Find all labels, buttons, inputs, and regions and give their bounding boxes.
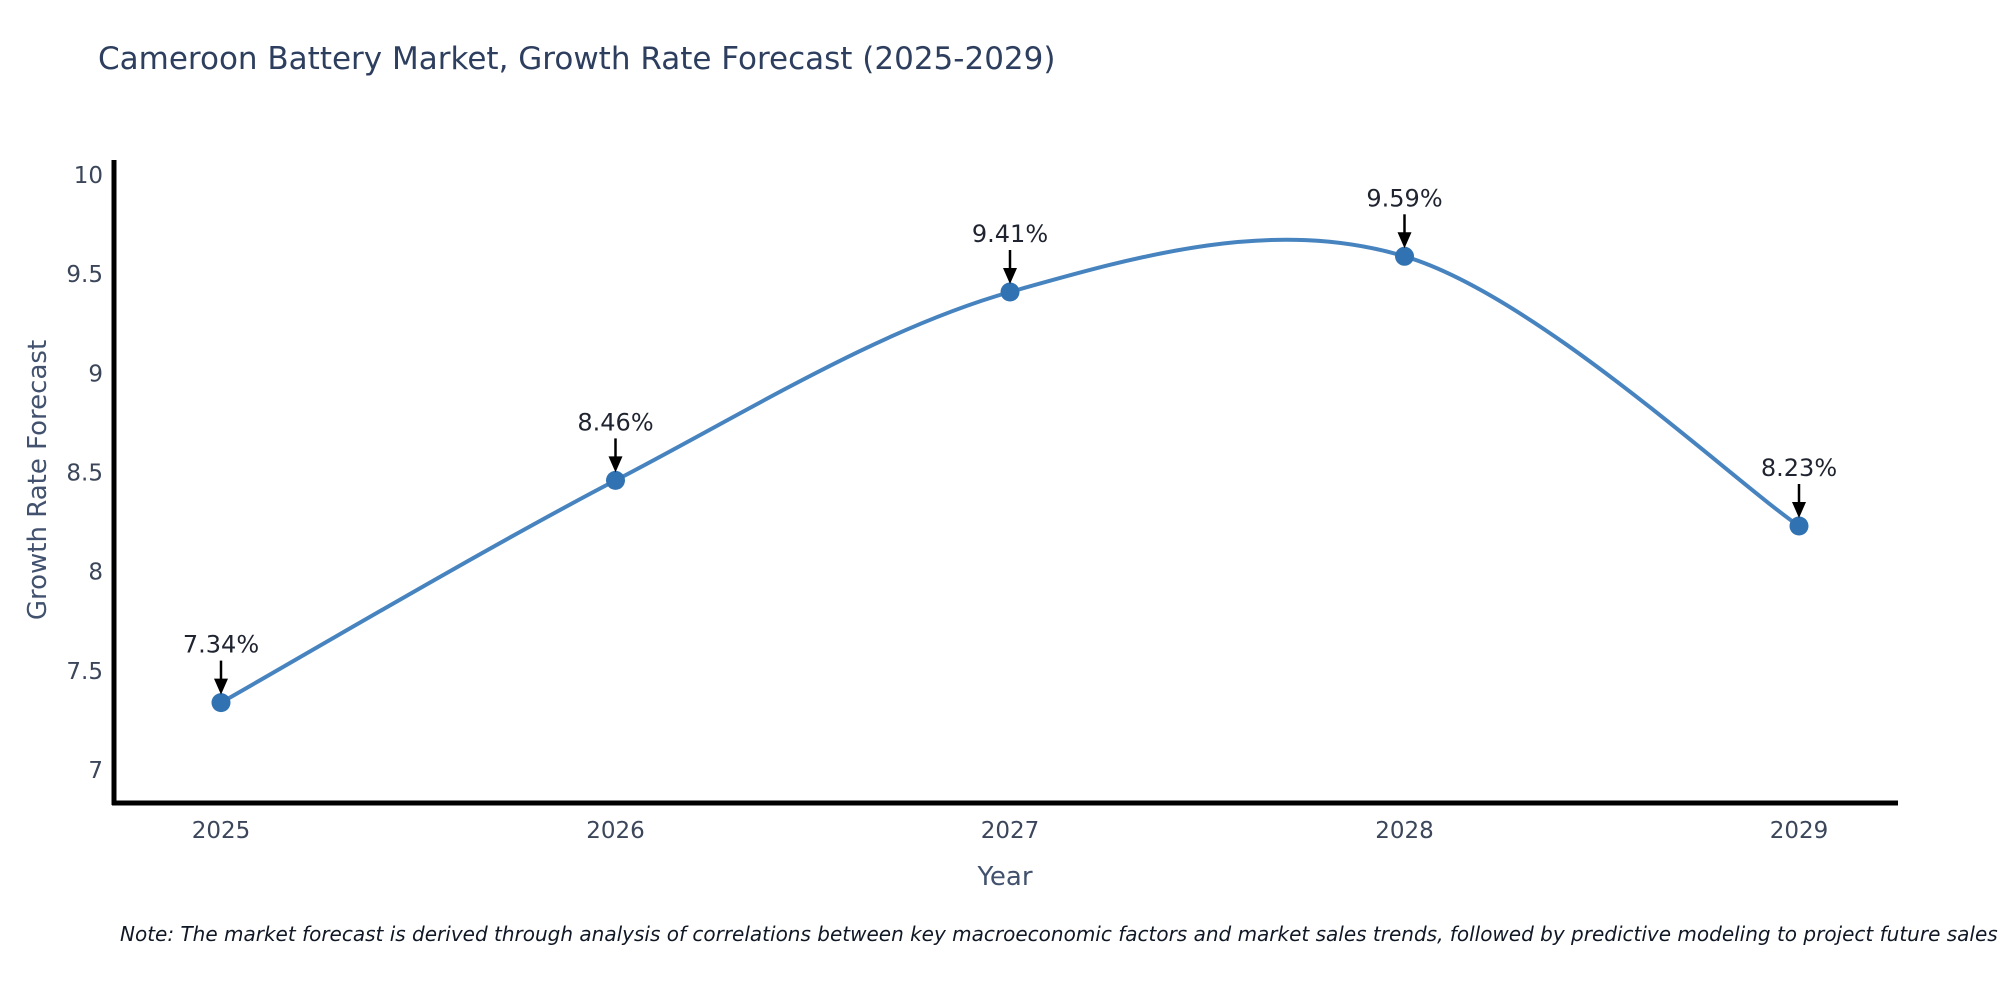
chart-footnote: Note: The market forecast is derived thr… [120, 922, 1998, 946]
data-point-2025 [211, 693, 231, 713]
y-tick-label: 7.5 [66, 659, 103, 685]
annotation-arrowhead [1003, 268, 1017, 284]
y-tick-label: 9.5 [66, 262, 103, 288]
x-axis-title: Year [977, 862, 1033, 892]
annotation-arrowhead [1397, 232, 1412, 249]
data-point-2027 [1000, 282, 1020, 302]
annotation-label: 9.41% [972, 220, 1048, 248]
y-tick-label: 8 [88, 560, 103, 586]
y-tick-label: 8.5 [66, 460, 103, 486]
data-point-2026 [606, 470, 625, 490]
x-tick-label: 2028 [1375, 818, 1434, 844]
data-point-2029 [1789, 516, 1809, 536]
annotation-label: 8.23% [1761, 454, 1837, 482]
annotation-label: 8.46% [577, 408, 653, 436]
x-tick-label: 2026 [586, 818, 645, 844]
annotation-arrowhead [608, 456, 623, 473]
annotation-label: 7.34% [183, 631, 259, 659]
x-tick-label: 2029 [1770, 818, 1829, 844]
y-tick-label: 9 [88, 361, 103, 387]
x-tick-label: 2027 [981, 818, 1040, 844]
data-point-2028 [1395, 246, 1414, 266]
x-tick-label: 2025 [192, 818, 251, 844]
annotation-arrowhead [1792, 502, 1806, 518]
chart-title: Cameroon Battery Market, Growth Rate For… [98, 41, 1056, 77]
annotation-arrowhead [214, 678, 228, 695]
y-tick-label: 7 [88, 758, 103, 784]
annotation-label: 9.59% [1366, 184, 1442, 212]
y-tick-label: 10 [74, 163, 103, 189]
forecast-line [219, 237, 1801, 705]
